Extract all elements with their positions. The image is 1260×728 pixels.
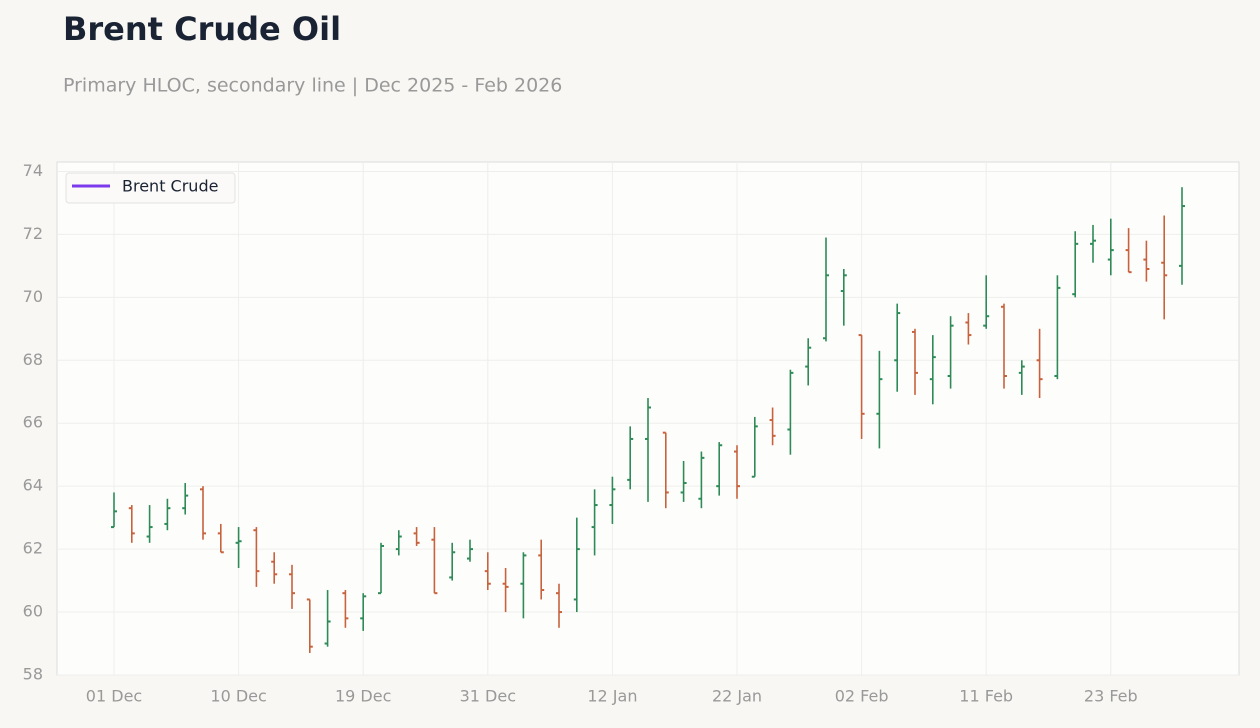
y-tick-label: 72: [23, 224, 43, 243]
x-tick-label: 12 Jan: [587, 687, 637, 706]
y-tick-label: 74: [23, 161, 43, 180]
legend-box: [65, 172, 236, 204]
x-tick-label: 10 Dec: [210, 687, 266, 706]
chart-subtitle: Primary HLOC, secondary line | Dec 2025 …: [63, 75, 562, 97]
y-tick-label: 68: [23, 350, 43, 369]
x-tick-label: 01 Dec: [86, 687, 142, 706]
legend-label: Brent Crude: [122, 177, 218, 196]
y-tick-label: 64: [23, 476, 43, 495]
y-tick-label: 60: [23, 602, 43, 621]
x-tick-label: 19 Dec: [335, 687, 391, 706]
x-tick-label: 22 Jan: [712, 687, 762, 706]
chart-title: Brent Crude Oil: [63, 10, 341, 48]
y-tick-label: 66: [23, 413, 43, 432]
x-tick-label: 31 Dec: [460, 687, 516, 706]
y-tick-label: 62: [23, 539, 43, 558]
x-tick-label: 23 Feb: [1084, 687, 1138, 706]
y-tick-label: 58: [23, 665, 43, 684]
x-tick-label: 02 Feb: [835, 687, 889, 706]
x-tick-label: 11 Feb: [959, 687, 1013, 706]
y-tick-label: 70: [23, 287, 43, 306]
